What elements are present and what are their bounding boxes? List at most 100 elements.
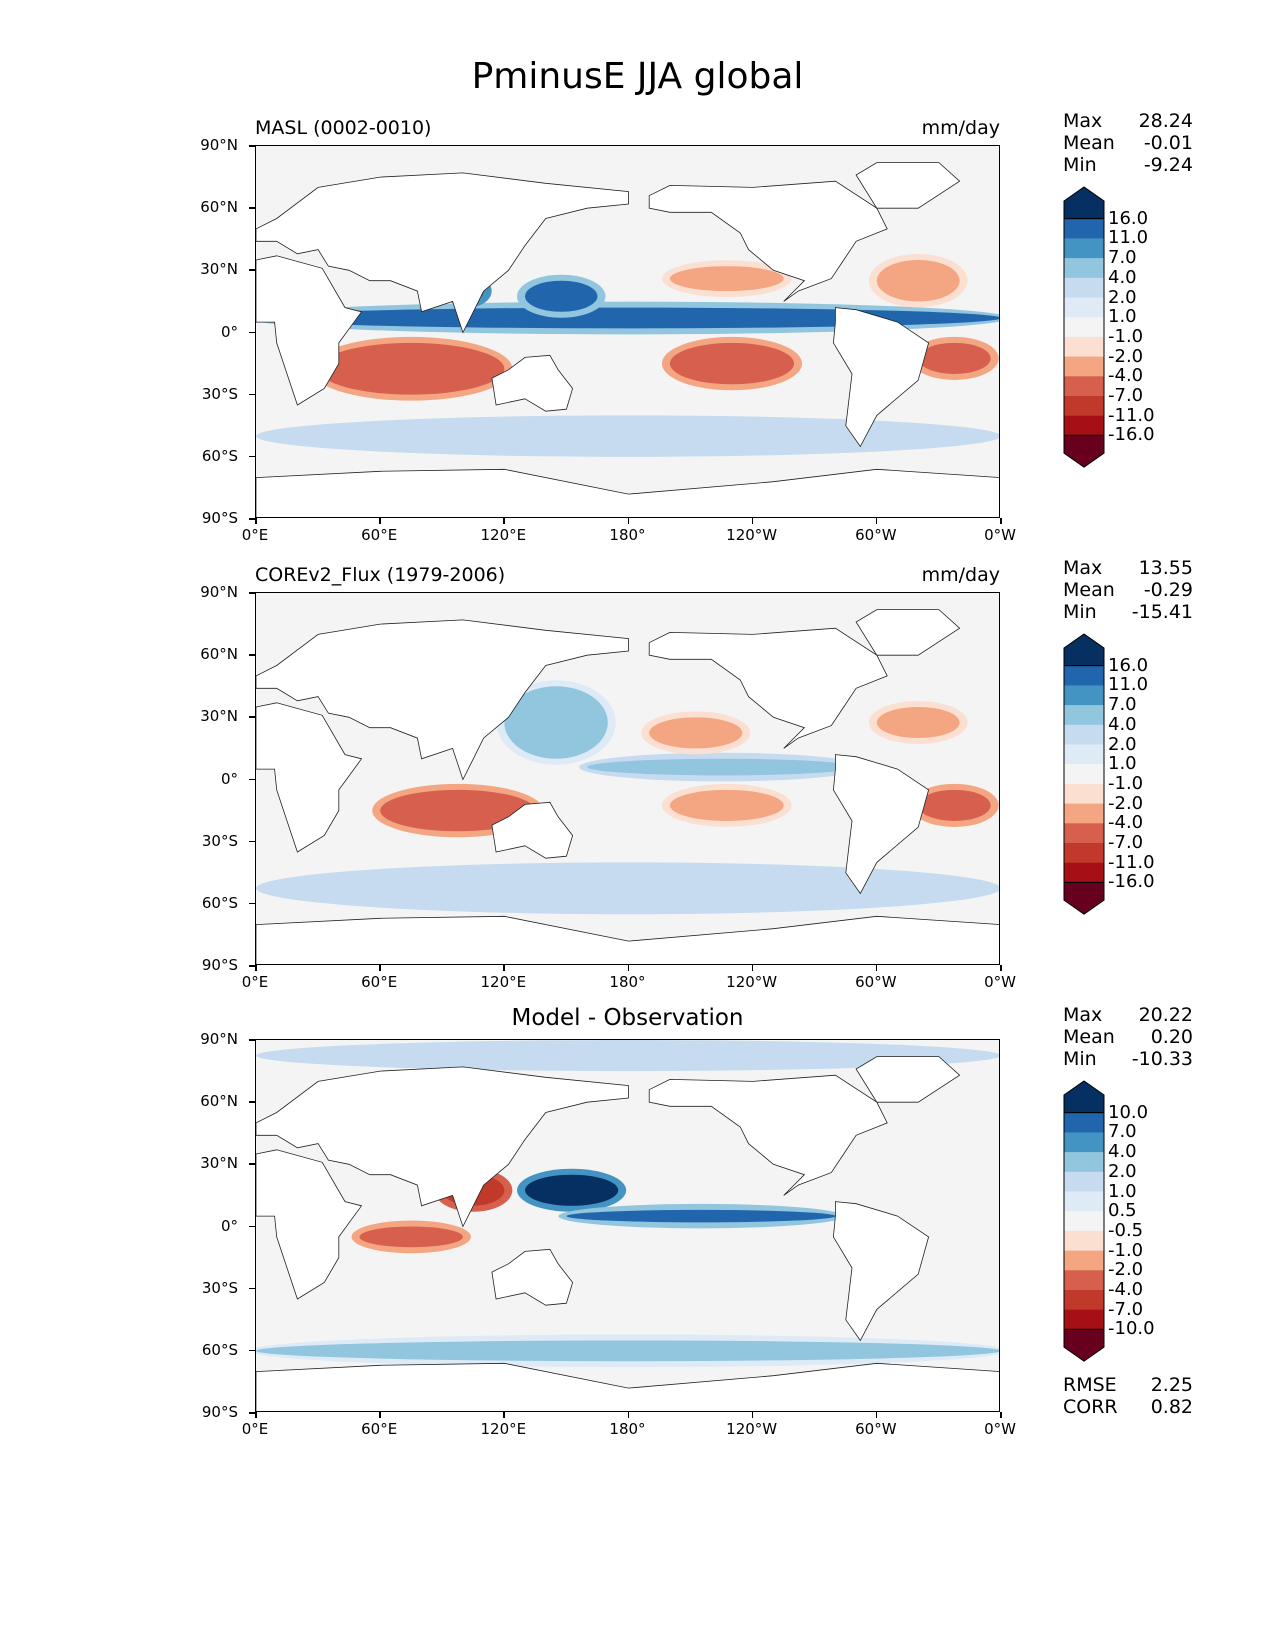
stat-value: 13.55: [1138, 557, 1193, 579]
y-tick: [249, 207, 255, 209]
colorbar-segment: [1064, 705, 1104, 726]
y-tick-label: 30°S: [201, 384, 238, 403]
metric-value: 0.82: [1150, 1396, 1193, 1418]
colorbar-tick-label: -1.0: [1108, 1239, 1144, 1261]
field-feature: [669, 266, 784, 292]
land-mass: [832, 754, 930, 895]
x-tick-label: 0°W: [984, 1420, 1016, 1438]
field-feature: [669, 342, 795, 385]
panel-2-map: [255, 592, 1000, 965]
metric-name: CORR: [1063, 1396, 1118, 1418]
land-mass: [491, 801, 574, 859]
colorbar-tick-label: 1.0: [1108, 753, 1137, 775]
x-tick-label: 120°E: [480, 526, 527, 544]
x-tick-label: 60°W: [855, 973, 897, 991]
panel-3-map: [255, 1039, 1000, 1412]
colorbar-segment: [1064, 665, 1104, 686]
stat-name: Mean: [1063, 579, 1115, 601]
y-tick: [249, 778, 255, 780]
land-mass: [256, 702, 363, 853]
y-tick: [249, 1101, 255, 1103]
stat-value: -10.33: [1131, 1048, 1193, 1070]
y-tick: [249, 1225, 255, 1227]
land-mass: [832, 307, 930, 448]
colorbar-segment: [1064, 862, 1104, 883]
colorbar-segment: [1064, 336, 1104, 358]
y-tick-label: 90°S: [201, 956, 238, 974]
colorbar-tick-label: 7.0: [1108, 694, 1137, 716]
field-feature: [256, 307, 999, 329]
x-tick-label: 120°W: [726, 1420, 778, 1438]
stat-row: Min -9.24: [1063, 154, 1193, 176]
colorbar-tick-label: -11.0: [1108, 404, 1155, 426]
stat-row: Max 28.24: [1063, 110, 1193, 132]
colorbar-segment: [1064, 1230, 1104, 1252]
x-tick: [1000, 518, 1002, 524]
field-feature: [256, 1040, 999, 1072]
colorbar-segment: [1064, 376, 1104, 397]
colorbar-tick-label: -1.0: [1108, 772, 1144, 794]
y-tick-label: 60°S: [201, 446, 238, 465]
colorbar-segment: [1064, 218, 1104, 239]
x-tick: [255, 1412, 257, 1418]
colorbar-segment: [1064, 1191, 1104, 1212]
colorbar-tick-label: 2.0: [1108, 286, 1137, 308]
land-mass: [855, 1056, 961, 1103]
x-tick: [1000, 965, 1002, 971]
colorbar-tick-label: -1.0: [1108, 325, 1144, 347]
stat-value: -15.41: [1131, 601, 1193, 623]
colorbar-tick-label: -7.0: [1108, 1298, 1144, 1320]
y-tick: [249, 716, 255, 718]
y-tick: [249, 840, 255, 843]
colorbar-tick-label: 1.0: [1108, 306, 1137, 328]
colorbar-tick-label: 2.0: [1108, 1160, 1137, 1182]
panel-2-label-left: COREv2_Flux (1979-2006): [255, 564, 506, 586]
field-feature: [918, 342, 991, 374]
y-tick: [249, 1039, 255, 1041]
x-tick-label: 0°E: [241, 1420, 269, 1438]
colorbar-segment: [1064, 1152, 1104, 1173]
metric-row: CORR 0.82: [1063, 1396, 1193, 1418]
y-tick: [249, 331, 255, 333]
field-feature: [876, 259, 960, 302]
colorbar-segment: [1064, 843, 1104, 864]
land-mass: [648, 1074, 888, 1196]
x-tick: [379, 518, 381, 524]
colorbar-tick-label: 0.5: [1108, 1200, 1137, 1222]
stat-value: 0.20: [1150, 1026, 1193, 1048]
y-tick: [249, 1412, 255, 1414]
x-tick-label: 120°E: [480, 973, 527, 991]
land-mass: [491, 1248, 574, 1306]
stat-row: Mean 0.20: [1063, 1026, 1193, 1048]
x-tick: [627, 1412, 629, 1418]
colorbar-segment: [1064, 1112, 1104, 1133]
stat-name: Min: [1063, 601, 1097, 623]
colorbar-tick-label: -0.5: [1108, 1219, 1144, 1241]
field-feature: [318, 342, 505, 395]
x-tick: [875, 965, 878, 971]
panel-2-units: mm/day: [921, 564, 1000, 586]
colorbar-tick-label: -4.0: [1108, 1279, 1144, 1300]
colorbar-tick-label: 10.0: [1108, 1101, 1149, 1123]
land-mass: [256, 915, 999, 964]
field-feature: [256, 415, 999, 457]
land-mass: [256, 1362, 999, 1411]
field-feature: [359, 1226, 463, 1248]
stat-row: Min -10.33: [1063, 1048, 1193, 1070]
stat-row: Mean -0.01: [1063, 132, 1193, 154]
x-tick: [875, 518, 878, 524]
colorbar-tick-label: -10.0: [1108, 1318, 1155, 1340]
stat-name: Max: [1063, 557, 1103, 579]
colorbar-tick-label: 7.0: [1108, 247, 1137, 269]
y-tick: [249, 654, 255, 656]
y-tick-label: 30°N: [200, 1154, 238, 1173]
colorbar-segment: [1064, 396, 1104, 417]
colorbar-tick-label: 11.0: [1108, 227, 1149, 249]
y-tick-label: 90°N: [200, 136, 238, 154]
x-tick: [627, 518, 629, 524]
colorbar-segment: [1064, 277, 1104, 298]
colorbar-frame: [1063, 218, 1105, 436]
colorbar-segment: [1064, 783, 1104, 805]
colorbar-segment: [1064, 1270, 1104, 1291]
x-tick-label: 60°E: [361, 973, 398, 991]
